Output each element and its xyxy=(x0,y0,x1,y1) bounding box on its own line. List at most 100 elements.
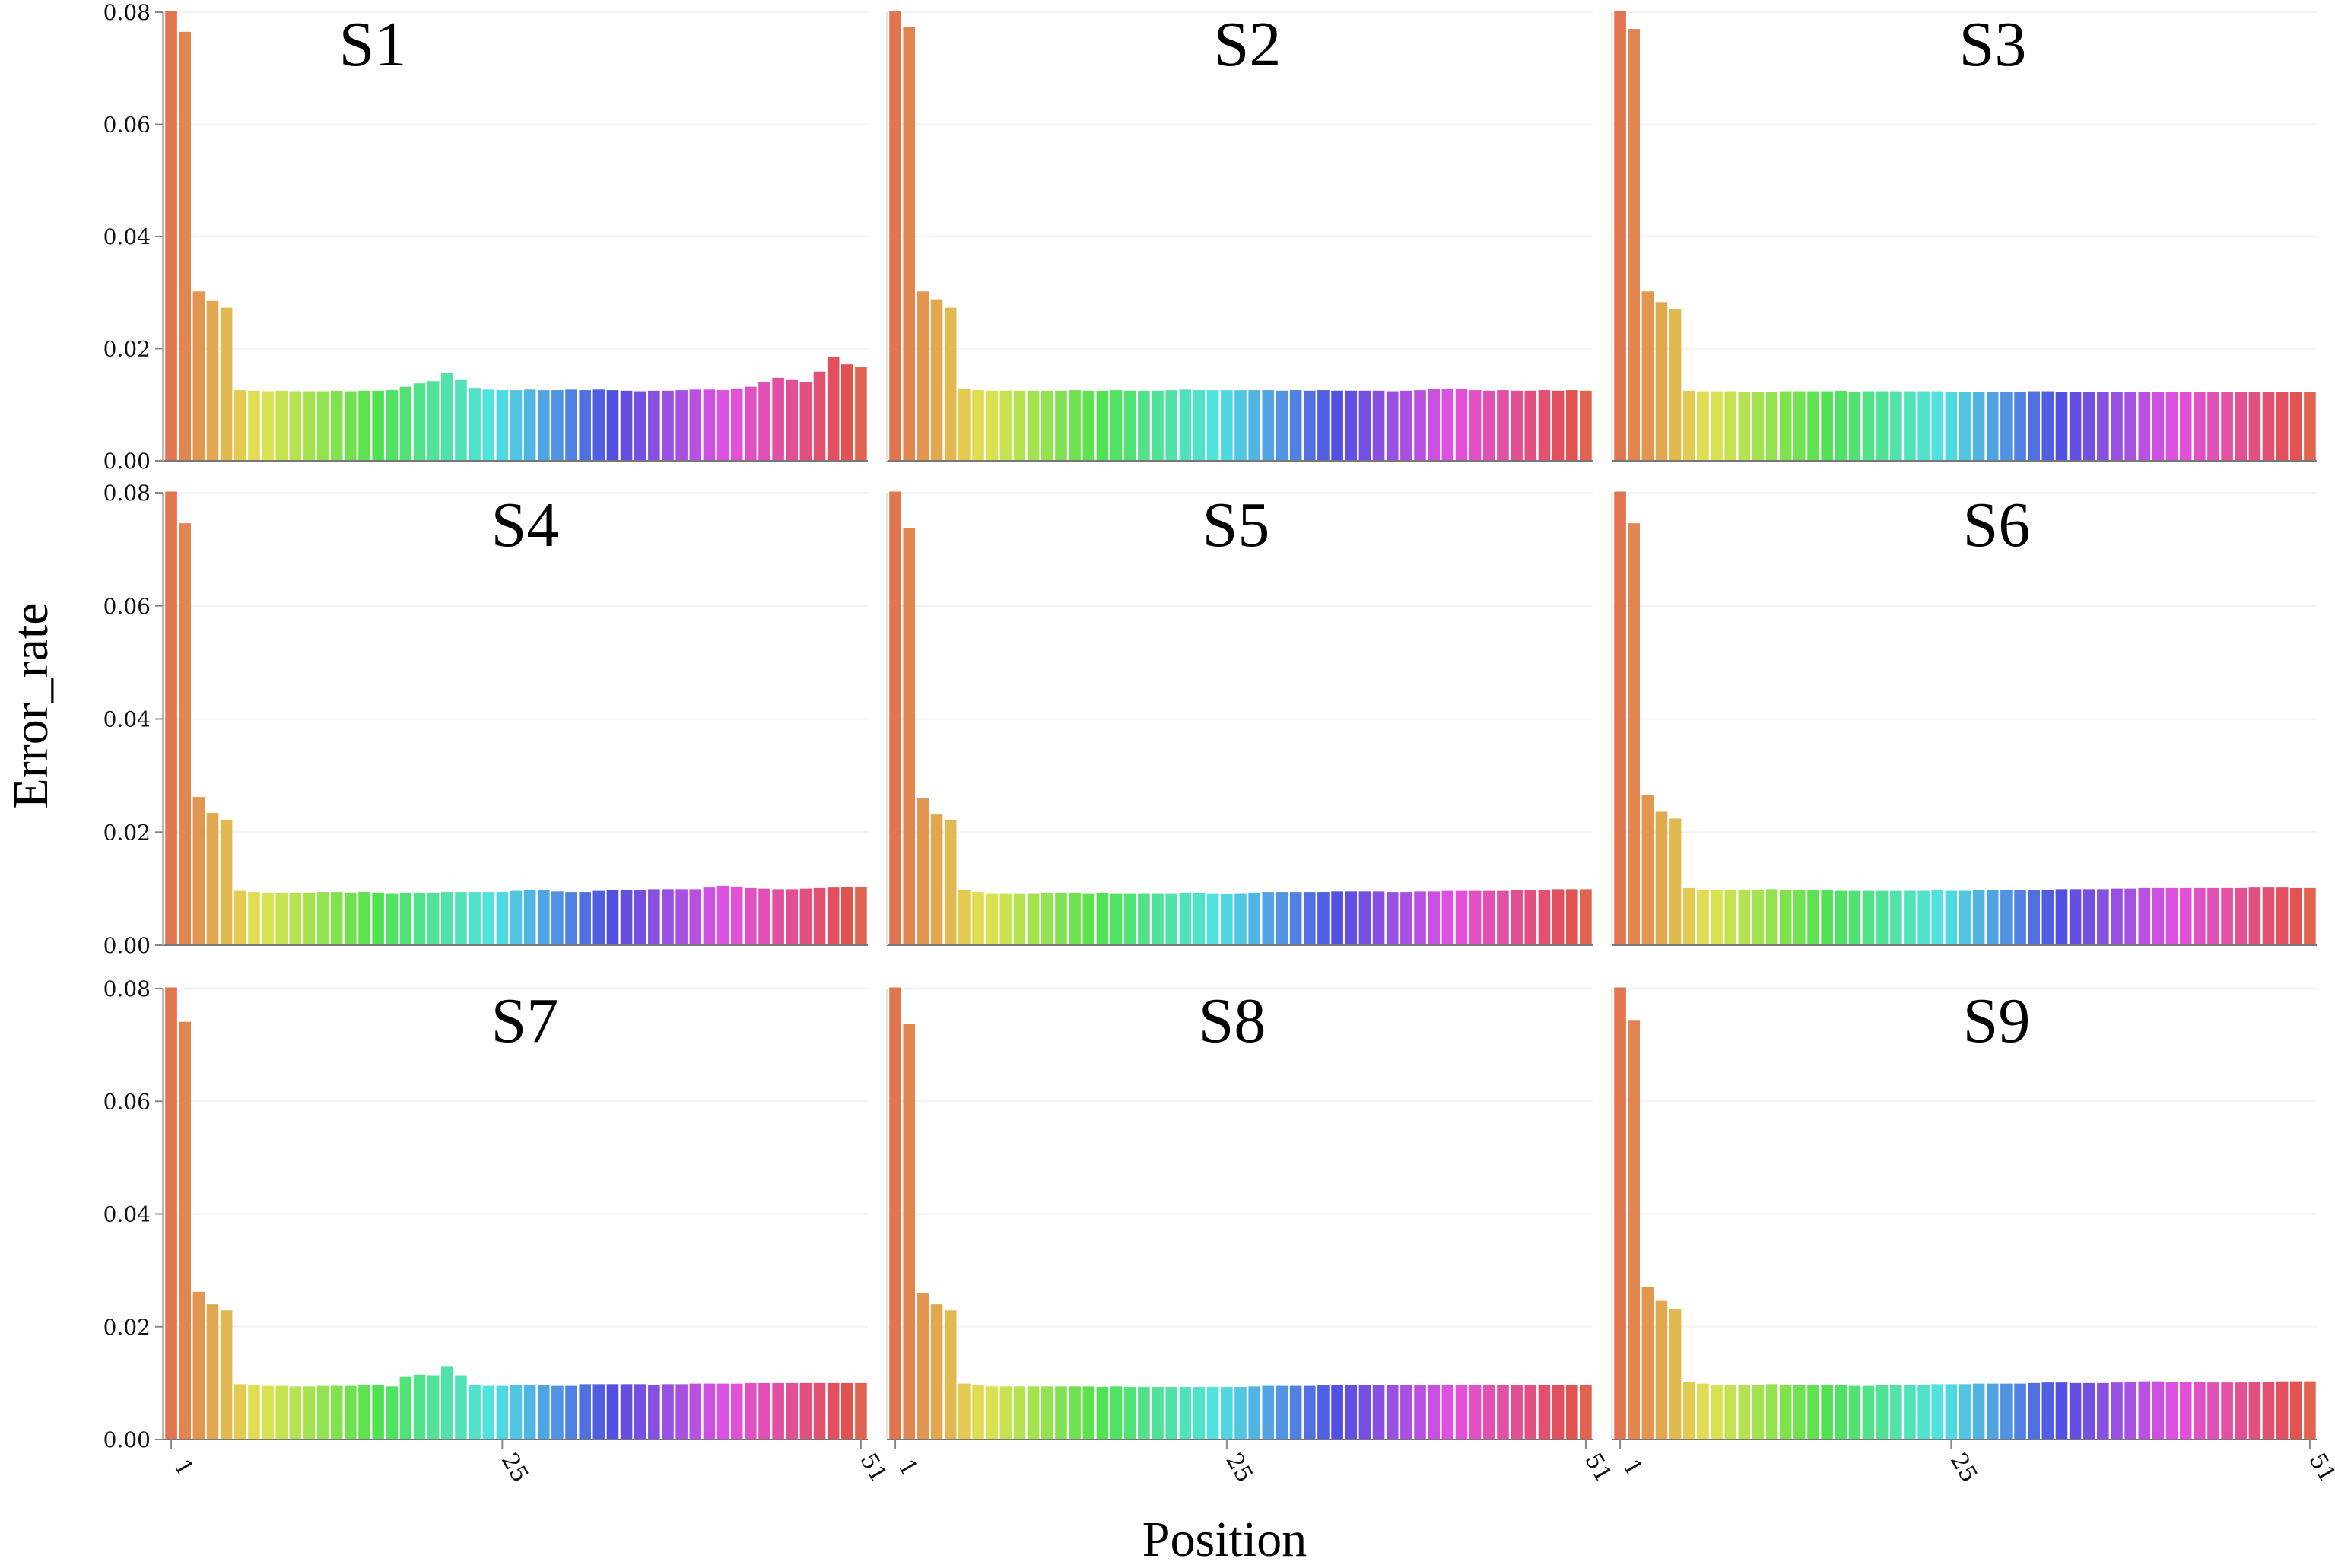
bar-s2-pos-48 xyxy=(1538,390,1551,461)
bar-s6-pos-39 xyxy=(2138,887,2151,945)
bar-s3-pos-49 xyxy=(2276,392,2289,461)
bar-s5-pos-12 xyxy=(1041,892,1053,945)
bar-s5-pos-46 xyxy=(1511,890,1523,945)
bar-s3-pos-16 xyxy=(1821,391,1833,461)
bar-s4-pos-20 xyxy=(427,892,440,945)
bar-s3-pos-23 xyxy=(1917,391,1930,461)
bar-s2-pos-35 xyxy=(1358,390,1371,461)
panel-title-s2: S2 xyxy=(1214,9,1282,80)
y-tick-label: 0.04 xyxy=(103,224,151,249)
bar-s7-pos-29 xyxy=(551,1385,564,1439)
bar-s6-pos-20 xyxy=(1876,890,1889,945)
y-tick-label: 0.04 xyxy=(103,707,151,732)
bar-s1-pos-15 xyxy=(358,390,370,461)
bar-s7-pos-28 xyxy=(537,1385,550,1439)
bar-s2-pos-47 xyxy=(1524,390,1537,461)
bar-s3-pos-47 xyxy=(2248,392,2261,461)
bar-s8-pos-31 xyxy=(1303,1385,1316,1439)
bar-s7-pos-9 xyxy=(275,1385,288,1439)
bar-s8-pos-7 xyxy=(972,1385,984,1439)
bar-s3-pos-19 xyxy=(1862,391,1875,461)
bar-s1-pos-1 xyxy=(165,11,177,461)
bar-s1-pos-4 xyxy=(206,300,219,461)
bar-s6-pos-11 xyxy=(1752,890,1765,945)
bar-s4-pos-35 xyxy=(634,890,646,945)
bar-s1-pos-3 xyxy=(192,291,205,461)
bar-s7-pos-12 xyxy=(316,1385,329,1439)
y-axis-row-2: 0.00 0.02 0.04 0.06 0.08 xyxy=(103,481,164,958)
bar-s8-pos-17 xyxy=(1110,1386,1123,1439)
bar-s1-pos-23 xyxy=(469,388,481,461)
bar-s5-pos-34 xyxy=(1345,891,1358,945)
bar-s2-pos-24 xyxy=(1206,390,1219,461)
panel-s1: S1 xyxy=(163,9,868,462)
x-tick-label: 51 xyxy=(854,1449,891,1487)
bar-s8-pos-29 xyxy=(1276,1385,1288,1439)
bar-s8-pos-41 xyxy=(1441,1385,1454,1439)
y-tick-label: 0.06 xyxy=(103,1089,151,1114)
bar-s7-pos-45 xyxy=(772,1382,784,1440)
x-tick-label: 51 xyxy=(2303,1449,2335,1487)
bar-s8-pos-2 xyxy=(903,1023,916,1439)
bar-s6-pos-19 xyxy=(1862,890,1875,945)
bar-s3-pos-46 xyxy=(2235,392,2248,461)
bar-s2-pos-45 xyxy=(1497,390,1509,461)
bar-s1-pos-42 xyxy=(730,388,743,461)
bar-s9-pos-45 xyxy=(2221,1382,2233,1439)
x-axis-col-2: 1 25 51 xyxy=(892,1439,1617,1487)
bar-s6-pos-1 xyxy=(1614,491,1626,945)
bar-s3-pos-22 xyxy=(1904,391,1916,461)
bar-s7-pos-22 xyxy=(455,1375,467,1439)
panel-title-s9: S9 xyxy=(1963,986,2031,1056)
y-tick-label: 0.02 xyxy=(103,1315,151,1340)
bar-s6-pos-43 xyxy=(2194,887,2206,945)
bar-s3-pos-50 xyxy=(2290,392,2302,461)
bar-s7-pos-41 xyxy=(716,1383,729,1439)
bar-s9-pos-37 xyxy=(2111,1382,2123,1439)
bar-s4-pos-24 xyxy=(482,892,495,945)
bar-s4-pos-19 xyxy=(413,892,426,945)
bar-s7-pos-49 xyxy=(827,1382,840,1440)
bar-s5-pos-51 xyxy=(1580,889,1592,945)
bar-s8-pos-26 xyxy=(1234,1387,1247,1439)
bar-s4-pos-31 xyxy=(579,892,591,945)
bar-s2-pos-14 xyxy=(1069,390,1081,461)
bar-s4-pos-48 xyxy=(813,887,826,945)
bar-s5-pos-38 xyxy=(1400,892,1412,945)
bar-s9-pos-34 xyxy=(2069,1382,2082,1440)
bar-s7-pos-5 xyxy=(220,1310,233,1439)
bar-s5-pos-47 xyxy=(1524,890,1537,945)
bar-s8-pos-9 xyxy=(999,1386,1012,1439)
bar-s9-pos-26 xyxy=(1959,1384,1971,1439)
bar-s2-pos-5 xyxy=(944,307,957,461)
bar-s6-pos-38 xyxy=(2124,888,2136,946)
bar-s5-pos-39 xyxy=(1414,891,1426,945)
bar-s3-pos-24 xyxy=(1931,391,1944,461)
bar-s8-pos-30 xyxy=(1289,1385,1302,1439)
bar-s8-pos-39 xyxy=(1414,1385,1426,1439)
bar-s4-pos-44 xyxy=(758,888,770,946)
bar-s4-pos-25 xyxy=(496,892,509,945)
bar-s5-pos-33 xyxy=(1331,891,1343,945)
bar-s8-pos-10 xyxy=(1013,1386,1026,1439)
bar-s6-pos-42 xyxy=(2179,887,2192,945)
bar-s9-pos-19 xyxy=(1862,1385,1875,1439)
x-axis-col-1: 1 25 51 xyxy=(168,1439,892,1487)
bar-s5-pos-19 xyxy=(1138,893,1150,945)
x-tick-label: 1 xyxy=(168,1455,199,1481)
bar-s1-pos-37 xyxy=(662,390,674,461)
bar-s8-pos-16 xyxy=(1096,1387,1109,1439)
bar-s4-pos-23 xyxy=(469,892,481,945)
bar-s1-pos-39 xyxy=(689,389,702,461)
bar-s9-pos-50 xyxy=(2290,1381,2302,1439)
bar-s4-pos-46 xyxy=(786,889,799,945)
bar-s4-pos-51 xyxy=(855,887,867,945)
bar-s1-pos-8 xyxy=(262,391,274,461)
bar-s2-pos-18 xyxy=(1123,390,1136,461)
bar-s9-pos-12 xyxy=(1765,1384,1778,1439)
bar-s4-pos-13 xyxy=(330,892,343,945)
bar-s8-pos-20 xyxy=(1152,1387,1164,1439)
panel-title-s8: S8 xyxy=(1199,986,1266,1056)
bar-s1-pos-12 xyxy=(316,391,329,461)
bar-s2-pos-11 xyxy=(1027,390,1040,461)
